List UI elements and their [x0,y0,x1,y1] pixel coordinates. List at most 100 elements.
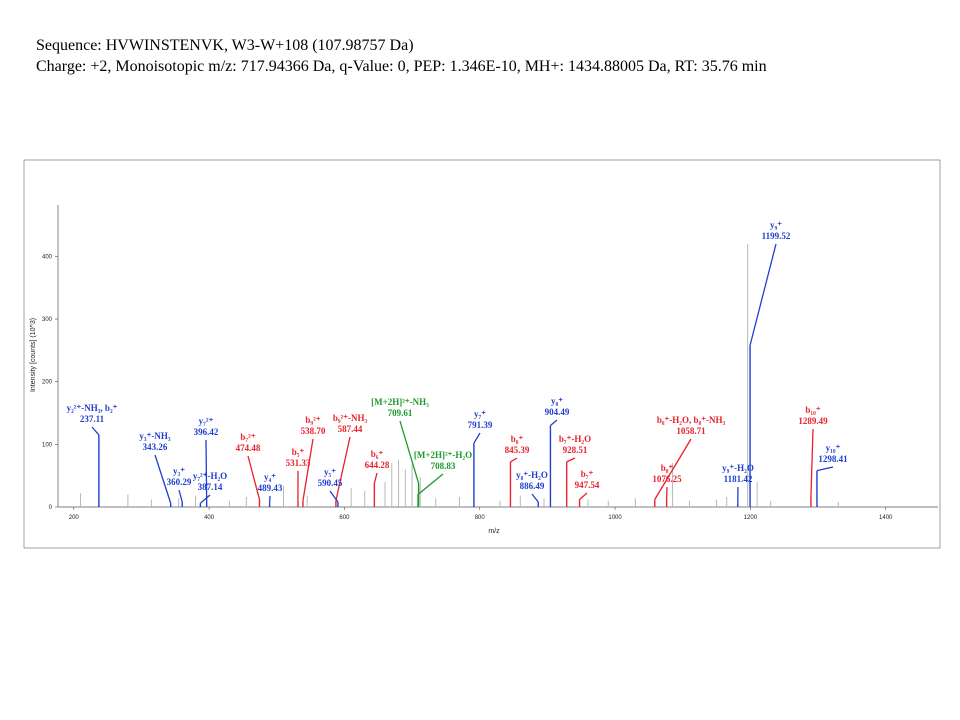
x-tick-label: 200 [69,515,80,521]
leader-line [566,457,576,463]
leader-line [550,419,558,427]
peak-annotation: b₇²⁺474.48 [236,432,261,500]
x-tick-label: 400 [204,515,215,521]
x-tick-label: 600 [339,515,350,521]
y-axis-label: Intensity [counts] (10^3) [30,318,37,392]
ion-label: b₇⁺-H₂O [559,434,591,444]
leader-line [154,454,172,504]
peak-annotation: y₈⁺904.49 [545,396,570,427]
leader-line [302,438,314,501]
ion-label: b₇⁺ [581,469,594,479]
mz-value-label: 1289.49 [798,416,828,426]
ion-label: b₉²⁺-NH₃ [333,413,368,423]
peak-annotation: b₉²⁺538.70 [301,415,326,501]
leader-line [329,490,339,503]
leader-line [579,492,588,500]
leader-line [473,432,481,444]
peak-annotations: y₂²⁺-NH₃, b₂⁺237.11y₃⁺-NH₃343.26y₃⁺360.2… [67,220,848,504]
mz-value-label: 360.29 [167,477,192,487]
y-tick-label: 100 [42,442,53,448]
leader-line [816,466,834,472]
leader-line [205,439,208,502]
mz-value-label: 1181.42 [724,474,753,484]
axes: 200 400 600 800 1000 1200 1400 0 100 200 300 400 [42,205,938,521]
ion-label: y₂²⁺-NH₃, b₂⁺ [67,403,118,413]
peak-annotation: b₈⁺1076.25 [652,463,682,499]
x-axis-label: m/z [488,528,500,535]
ion-label: b₆⁺ [371,449,384,459]
leader-line [91,426,100,436]
ion-label: y₇⁺ [474,409,486,419]
mz-value-label: 708.83 [431,461,456,471]
ion-label: y₇²⁺ [199,416,214,426]
peak-annotation: b₈⁺845.39 [505,434,530,463]
leader-line [510,457,518,463]
y-tick-label: 400 [42,254,53,260]
y-tick-label: 200 [42,380,53,386]
mz-value-label: 845.39 [505,445,530,455]
ion-label: y₅⁺ [324,467,336,477]
leader-line [373,472,378,484]
mz-value-label: 396.42 [194,427,219,437]
mz-value-label: 474.48 [236,443,261,453]
mz-value-label: 1199.52 [762,231,791,241]
peak-annotation: b₆⁺644.28 [365,449,390,484]
spectrum-header: Sequence: HVWINSTENVK, W3-W+108 (107.987… [36,35,767,77]
sequence-line: Sequence: HVWINSTENVK, W3-W+108 (107.987… [36,37,414,54]
y-tick-label: 0 [49,505,53,511]
ion-label: y₉⁺-H₂O [722,463,754,473]
ion-label: y₃⁺-NH₃ [139,431,170,441]
x-tick-label: 800 [475,515,486,521]
ion-label: b₅⁺ [292,447,305,457]
ion-label: y₈⁺-H₂O [516,470,548,480]
peak-annotation: y₂²⁺-NH₃, b₂⁺237.11 [67,403,118,436]
ion-label: b₉²⁺ [305,415,320,425]
y-tick-label: 300 [42,317,53,323]
ion-label: b₈⁺ [661,463,674,473]
ion-label: y₃⁺ [173,466,185,476]
ion-label: [M+2H]²⁺-NH₃ [371,397,429,407]
mz-value-label: 928.51 [563,445,588,455]
mz-value-label: 644.28 [365,460,390,470]
leader-line [199,494,211,504]
mz-value-label: 343.26 [143,442,168,452]
mz-value-label: 237.11 [80,414,105,424]
peak-annotation: b₁₀⁺1289.49 [798,405,828,497]
mz-value-label: 791.39 [468,420,493,430]
x-tick-label: 1200 [744,515,758,521]
leader-line [749,243,777,346]
leader-line [417,473,444,495]
chart-frame [23,159,941,549]
leader-line [399,420,420,484]
mz-value-label: 1058.71 [676,426,706,436]
leader-line [531,493,539,503]
peak-annotation: y₃⁺360.29 [167,466,192,503]
ion-label: y₇²⁺-H₂O [193,471,227,481]
mz-value-label: 538.70 [301,426,326,436]
leader-line [810,428,814,497]
ion-label: b₈⁺-H₂O, b₈⁺-NH₃ [657,415,726,425]
mz-value-label: 489.43 [258,483,283,493]
mz-value-label: 587.44 [338,424,363,434]
peak-annotation: y₉⁺1199.52 [749,220,791,346]
x-tick-label: 1400 [879,515,893,521]
leader-line [335,436,351,501]
mz-value-label: 947.54 [575,480,600,490]
mz-value-label: 1298.41 [818,454,848,464]
peak-annotation: y₄⁺489.43 [258,472,283,504]
mz-value-label: 1076.25 [652,474,682,484]
ion-label: b₇²⁺ [240,432,255,442]
peak-annotation: y₇⁺791.39 [468,409,493,444]
peak-annotation: y₇²⁺396.42 [194,416,219,502]
leader-line [654,438,692,500]
peak-annotation: b₅⁺531.33 [286,447,311,502]
peak-annotation: y₁₀⁺1298.41 [816,443,848,472]
leader-line [178,489,183,503]
